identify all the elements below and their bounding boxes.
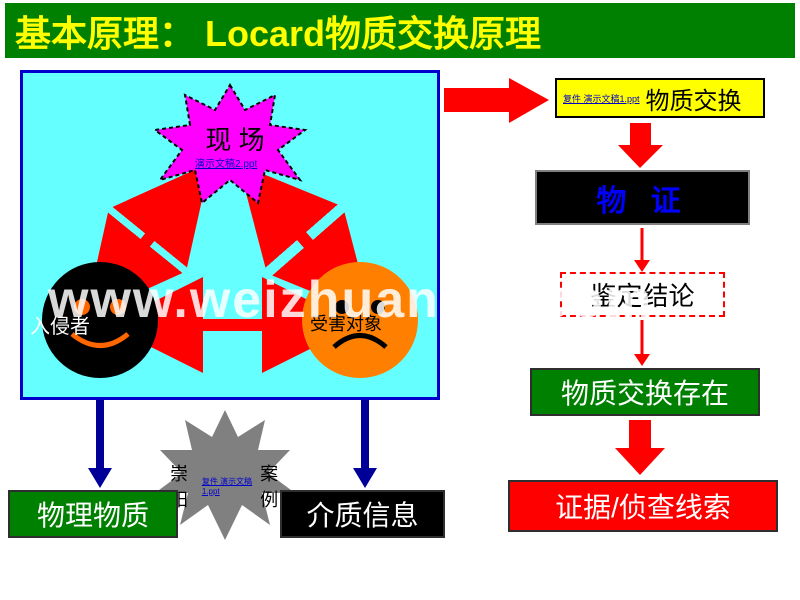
flow-thin-2: [632, 320, 652, 366]
scene-link[interactable]: 演示文稿2.ppt: [195, 155, 257, 170]
flow-arrow-1: [618, 123, 663, 168]
victim-label: 受害对象: [310, 310, 382, 336]
title-text: 基本原理： Locard物质交换原理: [15, 5, 541, 57]
big-red-arrow: [444, 78, 549, 123]
conclusion-box: 鉴定结论: [560, 272, 725, 317]
physical-box: 物理物质: [8, 490, 178, 538]
scene-label: 现 场: [145, 120, 325, 157]
gray-star-link[interactable]: 复件 演示文稿1.ppt: [202, 476, 258, 496]
title-bar: 基本原理： Locard物质交换原理: [5, 3, 795, 58]
flow-arrow-2: [615, 420, 665, 475]
exchange-box: 复件 演示文稿1.ppt 物质交换: [555, 78, 765, 118]
exist-box: 物质交换存在: [530, 368, 760, 416]
down-arrow-left: [85, 400, 115, 490]
intruder-label: 入侵者: [30, 310, 90, 339]
exchange-link[interactable]: 复件 演示文稿1.ppt: [563, 92, 640, 105]
medium-box: 介质信息: [280, 490, 445, 538]
evidence-box: 物 证: [535, 170, 750, 225]
down-arrow-right: [350, 400, 380, 490]
gray-star-text: 崇阳 复件 演示文稿1.ppt 案例: [170, 460, 290, 512]
clue-box: 证据/侦查线索: [508, 480, 778, 532]
flow-thin-1: [632, 228, 652, 272]
